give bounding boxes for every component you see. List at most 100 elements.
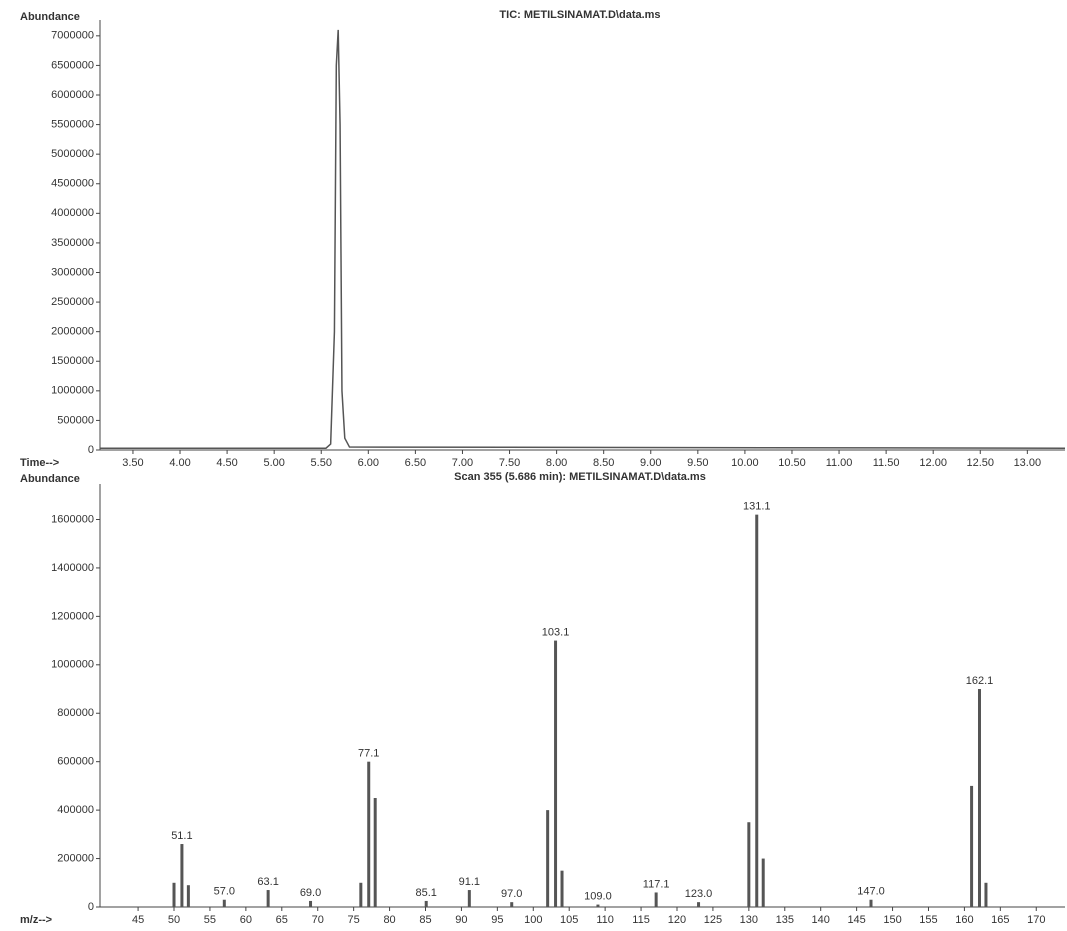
x-tick-label: 165 (991, 914, 1009, 926)
x-tick-label: 115 (632, 914, 650, 926)
peak-label: 109.0 (584, 890, 612, 902)
x-tick-label: 75 (348, 914, 360, 926)
x-tick-label: 95 (491, 914, 503, 926)
y-tick-label: 1000000 (51, 659, 94, 671)
y-tick-label: 1400000 (51, 562, 94, 574)
chart: TIC: METILSINAMAT.D\data.msAbundanceTime… (0, 0, 1067, 931)
x-tick-label: 155 (919, 914, 937, 926)
x-tick-label: 6.00 (358, 457, 379, 469)
y-tick-label: 3000000 (51, 266, 94, 278)
y-tick-label: 1500000 (51, 355, 94, 367)
peak (546, 810, 549, 907)
peak (697, 902, 700, 907)
peak-label: 85.1 (416, 887, 437, 899)
peak (869, 900, 872, 907)
peak-label: 131.1 (743, 501, 771, 513)
y-tick-label: 3500000 (51, 237, 94, 249)
x-tick-label: 70 (312, 914, 324, 926)
peak-label: 103.1 (542, 626, 570, 638)
peak (554, 641, 557, 907)
y-tick-label: 0 (88, 444, 94, 456)
x-tick-label: 120 (668, 914, 686, 926)
peak (309, 901, 312, 907)
peak-label: 57.0 (214, 886, 235, 898)
x-axis-label: Time--> (20, 457, 59, 469)
x-tick-label: 6.50 (405, 457, 426, 469)
y-tick-label: 1200000 (51, 610, 94, 622)
y-tick-label: 5500000 (51, 118, 94, 130)
peak (267, 890, 270, 907)
peak (359, 883, 362, 907)
y-tick-label: 0 (88, 901, 94, 913)
x-tick-label: 5.00 (263, 457, 284, 469)
peak (561, 871, 564, 907)
x-tick-label: 7.50 (499, 457, 520, 469)
peak (762, 859, 765, 907)
x-tick-label: 135 (776, 914, 794, 926)
peak (596, 905, 599, 907)
x-tick-label: 65 (276, 914, 288, 926)
peak (374, 798, 377, 907)
x-tick-label: 4.00 (169, 457, 190, 469)
y-axis-label: Abundance (20, 11, 80, 23)
peak (978, 689, 981, 907)
peak (367, 762, 370, 907)
x-tick-label: 5.50 (311, 457, 332, 469)
x-tick-label: 9.50 (687, 457, 708, 469)
x-tick-label: 12.50 (967, 457, 995, 469)
x-tick-label: 125 (704, 914, 722, 926)
x-tick-label: 50 (168, 914, 180, 926)
peak-label: 117.1 (643, 878, 670, 890)
x-tick-label: 150 (883, 914, 901, 926)
y-tick-label: 5000000 (51, 148, 94, 160)
x-tick-label: 10.50 (778, 457, 806, 469)
peak-label: 51.1 (171, 830, 192, 842)
x-tick-label: 3.50 (122, 457, 143, 469)
x-tick-label: 140 (812, 914, 830, 926)
y-tick-label: 2000000 (51, 326, 94, 338)
peak (187, 885, 190, 907)
peak (510, 902, 513, 907)
peak (655, 892, 658, 907)
peak-label: 91.1 (459, 876, 480, 888)
x-tick-label: 11.50 (873, 457, 900, 469)
y-tick-label: 4500000 (51, 178, 94, 190)
x-tick-label: 105 (560, 914, 578, 926)
x-tick-label: 11.00 (826, 457, 853, 469)
x-tick-label: 55 (204, 914, 216, 926)
x-tick-label: 100 (524, 914, 542, 926)
x-tick-label: 110 (596, 914, 614, 926)
peak-label: 69.0 (300, 887, 321, 899)
peak-label: 147.0 (857, 886, 885, 898)
y-tick-label: 200000 (57, 852, 94, 864)
chart-title: Scan 355 (5.686 min): METILSINAMAT.D\dat… (454, 471, 706, 483)
x-tick-label: 130 (740, 914, 758, 926)
x-tick-label: 12.00 (919, 457, 947, 469)
peak (173, 883, 176, 907)
y-tick-label: 400000 (57, 804, 94, 816)
x-tick-label: 9.00 (640, 457, 661, 469)
peak (970, 786, 973, 907)
page: {"chart_data": [ {"type": "line", "title… (0, 0, 1067, 931)
x-tick-label: 10.00 (731, 457, 759, 469)
peak-label: 123.0 (685, 888, 713, 900)
x-tick-label: 85 (419, 914, 431, 926)
peak (984, 883, 987, 907)
y-tick-label: 6000000 (51, 89, 94, 101)
x-axis-label: m/z--> (20, 914, 52, 926)
x-tick-label: 13.00 (1014, 457, 1042, 469)
peak (755, 515, 758, 907)
peak (468, 890, 471, 907)
peak-label: 63.1 (257, 876, 278, 888)
x-tick-label: 4.50 (216, 457, 237, 469)
peak-label: 77.1 (358, 748, 379, 760)
peak (223, 900, 226, 907)
x-tick-label: 7.00 (452, 457, 473, 469)
x-tick-label: 8.50 (593, 457, 614, 469)
peak (425, 901, 428, 907)
y-tick-label: 1000000 (51, 385, 94, 397)
x-tick-label: 80 (383, 914, 395, 926)
y-tick-label: 600000 (57, 756, 94, 768)
y-tick-label: 1600000 (51, 513, 94, 525)
x-tick-label: 145 (847, 914, 865, 926)
